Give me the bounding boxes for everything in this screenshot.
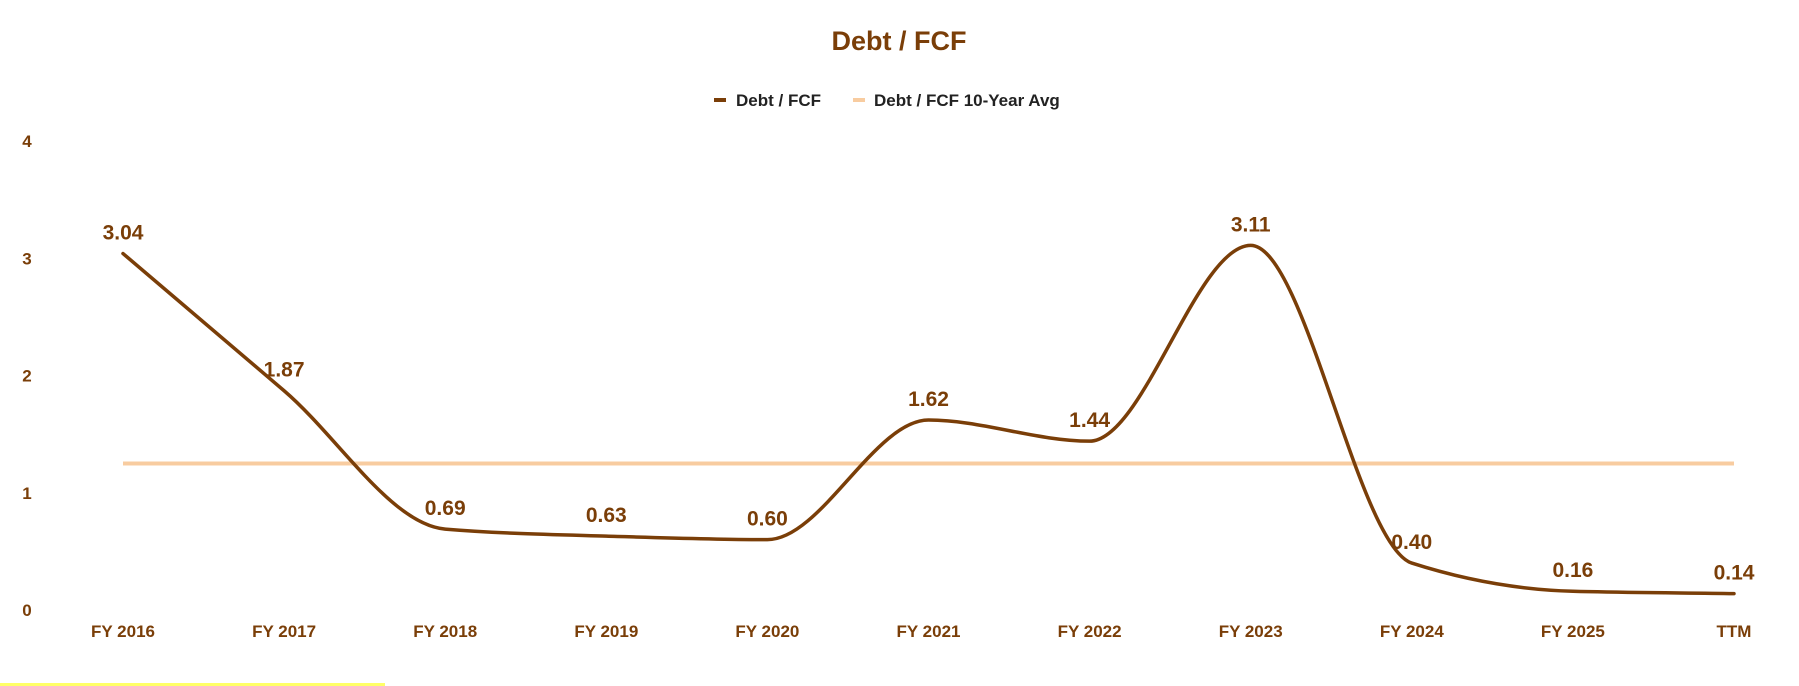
data-point[interactable] xyxy=(1085,436,1095,446)
x-tick-label: FY 2023 xyxy=(1219,622,1283,641)
x-tick-label: FY 2018 xyxy=(413,622,477,641)
data-label: 3.11 xyxy=(1231,213,1271,236)
legend: Debt / FCF Debt / FCF 10-Year Avg xyxy=(714,91,1060,110)
data-point[interactable] xyxy=(1246,240,1256,250)
data-label: 0.40 xyxy=(1391,531,1432,554)
x-tick-label: TTM xyxy=(1717,622,1752,641)
data-label: 3.04 xyxy=(103,222,144,245)
debt-fcf-line xyxy=(121,243,1736,596)
data-label: 1.87 xyxy=(264,359,305,382)
y-axis: 0 1 2 3 4 xyxy=(22,132,32,620)
y-tick-label: 0 xyxy=(22,601,31,620)
data-label: 0.60 xyxy=(747,508,788,531)
x-tick-label: FY 2016 xyxy=(91,622,155,641)
y-tick-label: 2 xyxy=(22,367,31,386)
data-label: 0.14 xyxy=(1714,562,1755,585)
debt-fcf-series xyxy=(118,240,1739,599)
data-labels: 3.04 1.87 0.69 0.63 0.60 1.62 1.44 3.11 0.40 0.16… xyxy=(103,213,1755,584)
data-point[interactable] xyxy=(601,531,611,541)
x-tick-label: FY 2017 xyxy=(252,622,316,641)
data-point[interactable] xyxy=(118,249,128,259)
x-axis: FY 2016 FY 2017 FY 2018 FY 2019 FY 2020 FY 20… xyxy=(91,622,1751,641)
y-tick-label: 4 xyxy=(22,132,32,151)
legend-label-debt-fcf-10-year-avg: Debt / FCF 10-Year Avg xyxy=(874,91,1060,110)
data-point[interactable] xyxy=(1568,586,1578,596)
x-tick-label: FY 2021 xyxy=(897,622,961,641)
legend-label-debt-fcf: Debt / FCF xyxy=(736,91,821,110)
data-point[interactable] xyxy=(1407,558,1417,568)
y-tick-label: 3 xyxy=(22,249,31,268)
data-point[interactable] xyxy=(279,386,289,396)
data-label: 1.62 xyxy=(908,388,949,411)
legend-item-debt-fcf[interactable]: Debt / FCF xyxy=(714,91,821,110)
highlight-strip xyxy=(0,683,385,686)
data-point[interactable] xyxy=(762,535,772,545)
x-tick-label: FY 2025 xyxy=(1541,622,1605,641)
y-tick-label: 1 xyxy=(22,484,31,503)
x-tick-label: FY 2024 xyxy=(1380,622,1445,641)
x-tick-label: FY 2020 xyxy=(735,622,799,641)
data-label: 1.44 xyxy=(1069,409,1110,432)
chart-title: Debt / FCF xyxy=(832,26,967,56)
x-tick-label: FY 2022 xyxy=(1058,622,1122,641)
legend-item-debt-fcf-10-year-avg[interactable]: Debt / FCF 10-Year Avg xyxy=(853,91,1060,110)
x-tick-label: FY 2019 xyxy=(574,622,638,641)
data-point[interactable] xyxy=(1729,589,1739,599)
data-label: 0.69 xyxy=(425,497,466,520)
data-point[interactable] xyxy=(924,415,934,425)
data-point[interactable] xyxy=(440,524,450,534)
data-label: 0.16 xyxy=(1552,559,1593,582)
data-label: 0.63 xyxy=(586,504,627,527)
